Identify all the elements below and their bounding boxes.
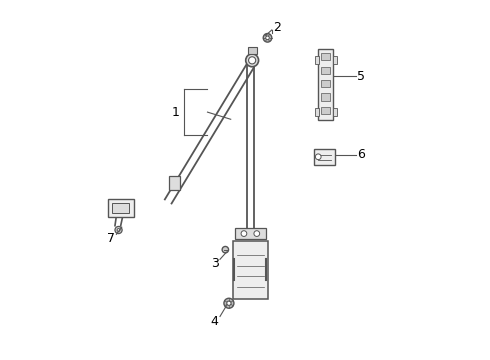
Circle shape [248,57,256,64]
Text: 6: 6 [357,148,365,162]
Text: 3: 3 [211,257,219,270]
Circle shape [117,229,120,231]
Text: 4: 4 [211,315,219,328]
FancyBboxPatch shape [233,241,268,299]
FancyBboxPatch shape [315,56,319,64]
FancyBboxPatch shape [321,53,330,60]
FancyBboxPatch shape [318,49,333,120]
FancyBboxPatch shape [321,67,330,74]
FancyBboxPatch shape [321,93,330,100]
Circle shape [241,231,247,237]
FancyBboxPatch shape [235,228,266,239]
Circle shape [263,33,272,42]
FancyBboxPatch shape [333,108,337,116]
Circle shape [266,36,270,40]
Text: 5: 5 [357,70,365,83]
FancyBboxPatch shape [247,47,257,54]
FancyBboxPatch shape [112,203,129,213]
FancyBboxPatch shape [108,199,134,217]
FancyBboxPatch shape [321,107,330,114]
Text: 2: 2 [273,21,281,34]
Circle shape [316,154,321,159]
FancyBboxPatch shape [321,80,330,87]
FancyBboxPatch shape [315,108,319,116]
Circle shape [245,54,259,67]
FancyBboxPatch shape [169,176,180,190]
Circle shape [254,231,260,237]
FancyBboxPatch shape [314,149,335,165]
Text: 7: 7 [107,233,115,246]
FancyBboxPatch shape [333,56,337,64]
Circle shape [222,247,228,253]
Circle shape [227,301,231,305]
Circle shape [115,226,122,234]
Circle shape [224,298,234,308]
Text: 1: 1 [172,105,179,119]
